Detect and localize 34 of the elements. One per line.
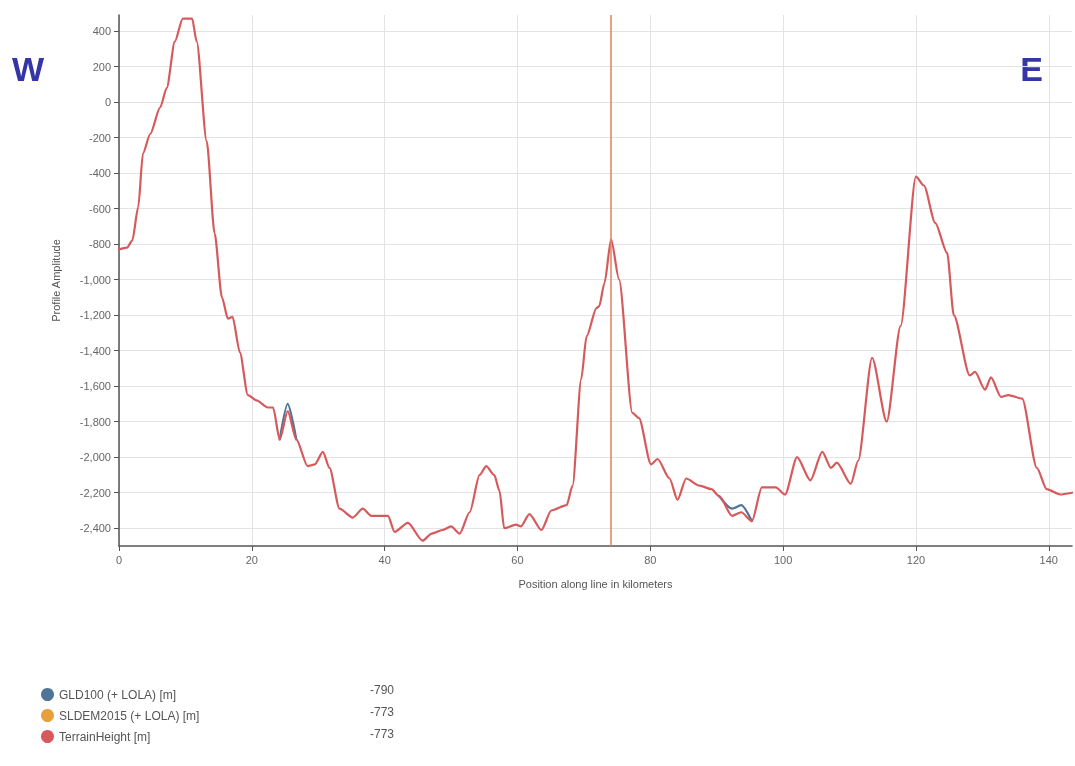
y-axis-title: Profile Amplitude <box>49 239 62 322</box>
y-tick-label: -1,800 <box>79 415 111 428</box>
legend-label: GLD100 (+ LOLA) [m] <box>59 687 177 702</box>
y-tick-label: -2,400 <box>79 522 111 535</box>
y-tick-label: -200 <box>88 131 111 144</box>
text: -773 <box>370 727 395 741</box>
y-tick-label: -1,200 <box>79 309 111 322</box>
legend-label: TerrainHeight [m] <box>59 729 151 744</box>
text: -790 <box>370 683 395 697</box>
y-tick-label: -1,400 <box>79 344 111 357</box>
line-series <box>117 17 1074 542</box>
y-tick-label: -2,200 <box>79 486 111 499</box>
y-tick-label: 200 <box>92 60 111 73</box>
x-tick-label: 60 <box>511 553 524 566</box>
y-tick-label: 0 <box>104 96 111 109</box>
x-tick-label: 100 <box>773 553 793 566</box>
y-tick-label: -1,000 <box>79 273 111 286</box>
legend-label: SLDEM2015 (+ LOLA) [m] <box>59 708 200 723</box>
y-tick-label: -400 <box>88 167 111 180</box>
text: -773 <box>370 705 395 719</box>
y-tick-label: 400 <box>92 24 111 37</box>
x-tick-label: 80 <box>644 553 657 566</box>
x-tick-label: 20 <box>245 553 258 566</box>
y-tick-label: -800 <box>88 238 111 251</box>
text: W <box>12 50 45 88</box>
x-tick-label: 0 <box>115 553 123 566</box>
annotation: E <box>1020 50 1044 88</box>
y-tick-label: -600 <box>88 202 111 215</box>
y-tick-label: -2,000 <box>79 451 111 464</box>
x-tick-label: 120 <box>906 553 926 566</box>
x-axis-title: Position along line in kilometers <box>518 577 674 590</box>
x-tick-label: 140 <box>1039 553 1058 566</box>
x-tick-label: 40 <box>378 553 391 566</box>
y-tick-label: -1,600 <box>79 380 111 393</box>
